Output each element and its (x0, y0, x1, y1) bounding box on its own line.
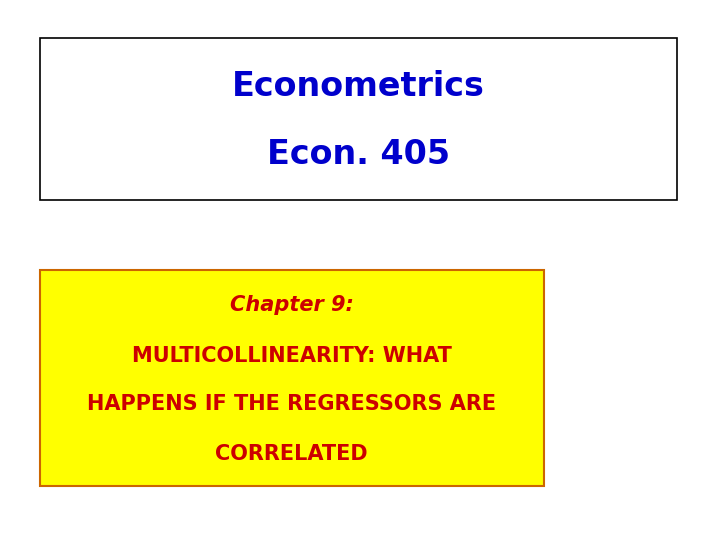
Text: Econ. 405: Econ. 405 (266, 138, 450, 171)
FancyBboxPatch shape (40, 270, 544, 486)
Text: MULTICOLLINEARITY: WHAT: MULTICOLLINEARITY: WHAT (132, 346, 451, 367)
Text: Econometrics: Econometrics (232, 70, 485, 103)
Text: HAPPENS IF THE REGRESSORS ARE: HAPPENS IF THE REGRESSORS ARE (87, 394, 496, 414)
Text: Chapter 9:: Chapter 9: (230, 294, 354, 315)
FancyBboxPatch shape (40, 38, 677, 200)
Text: CORRELATED: CORRELATED (215, 443, 368, 464)
